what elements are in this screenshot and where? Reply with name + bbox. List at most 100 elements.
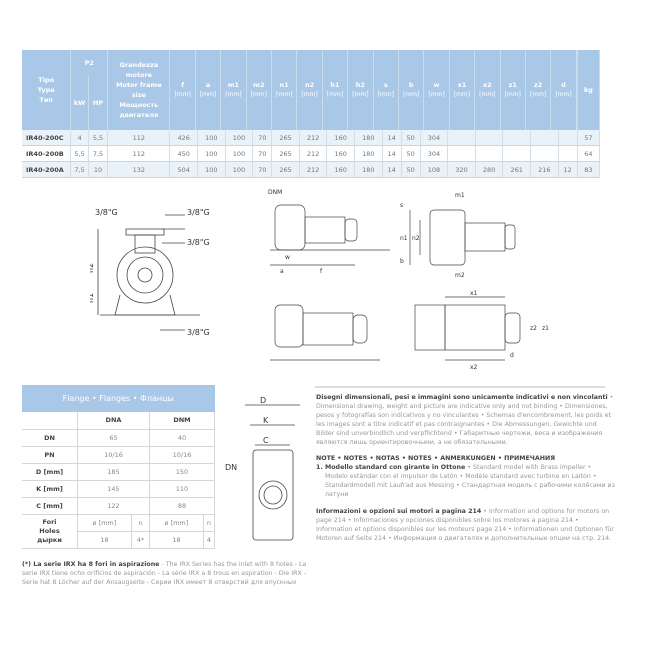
flange-row: K [mm] 145 110 xyxy=(22,480,216,498)
flange-cell: 122 xyxy=(77,497,150,515)
table-cell xyxy=(530,145,559,162)
table-cell: 100 xyxy=(197,130,226,146)
dim-name: d xyxy=(561,81,566,89)
holes-sub: ø [mm] xyxy=(149,514,204,532)
label-m1: m1 xyxy=(455,192,465,199)
side-view-small-motor xyxy=(270,204,390,266)
table-cell: 50 xyxy=(401,145,421,162)
note1-text: • Standard model with Brass impeller • M… xyxy=(325,463,615,498)
table-cell: 265 xyxy=(271,161,300,178)
table-cell: 160 xyxy=(326,145,355,162)
table-cell: 180 xyxy=(354,145,383,162)
holes-en: Holes xyxy=(39,526,60,535)
label-m2: m2 xyxy=(455,272,465,279)
dim-header-a: a [mm] xyxy=(196,50,222,130)
table-cell: 100 xyxy=(225,161,254,178)
table-cell xyxy=(558,145,578,162)
table-cell xyxy=(475,130,504,146)
table-cell: 212 xyxy=(299,161,328,178)
type-ru: Тип xyxy=(39,96,53,104)
top-view-large-motor xyxy=(414,296,521,361)
flange-cell: 145 xyxy=(77,480,150,498)
motors-bold: Informazioni e opzioni sui motori a pagi… xyxy=(316,508,482,516)
flange-row: C [mm] 122 88 xyxy=(22,497,216,515)
flange-cell: 88 xyxy=(149,497,216,515)
dim-name: h2 xyxy=(355,81,365,89)
label-thread-1: 3/8"G xyxy=(95,208,118,217)
dim-name: n1 xyxy=(279,81,289,89)
label-n2: n2 xyxy=(412,235,420,242)
label-h1: h1 xyxy=(90,293,95,303)
motors-text: • Information and options for motors on … xyxy=(316,508,614,543)
table-cell: 426 xyxy=(169,130,199,146)
motor-header-line: size xyxy=(131,91,147,99)
flange-cell: 10/16 xyxy=(77,446,150,464)
dims-header: f [mm] a [mm] m1 [mm] m2 [mm] n1 [mm] n2 [mm] h1 [mm]… xyxy=(169,50,578,130)
table-cell: 7,5 xyxy=(70,161,89,178)
label-s: s xyxy=(400,202,403,209)
holes-it: Fori xyxy=(42,517,57,526)
table-cell: 57 xyxy=(577,130,601,146)
table-cell: 112 xyxy=(107,130,171,146)
dim-header-m1: m1 [mm] xyxy=(221,50,247,130)
divider xyxy=(315,386,605,388)
type-en: Type xyxy=(37,86,55,94)
table-cell: 265 xyxy=(271,130,300,146)
label-x1: x1 xyxy=(470,290,478,297)
holes-sub: ø [mm] xyxy=(77,514,132,532)
flange-row: D [mm] 185 150 xyxy=(22,463,216,481)
dim-name: w xyxy=(433,81,440,89)
label-thread-3: 3/8"G xyxy=(187,238,210,247)
disclaimer-text: • Dimensional drawing, weight and pictur… xyxy=(316,394,614,447)
table-cell: 70 xyxy=(252,130,273,146)
holes-value: 4* xyxy=(131,531,150,549)
dim-name: m1 xyxy=(227,81,240,89)
dim-header-z1: z1 [mm] xyxy=(501,50,526,130)
flange-cell: 10/16 xyxy=(149,446,216,464)
hp-header: HP xyxy=(88,76,109,130)
dim-header-b: b [mm] xyxy=(399,50,425,130)
dim-name: s xyxy=(383,81,388,89)
holes-sub: n xyxy=(203,514,216,532)
flange-row-label: PN xyxy=(22,446,78,464)
dim-header-n1: n1 [mm] xyxy=(272,50,298,130)
dim-header-m2: m2 [mm] xyxy=(247,50,273,130)
flange-drawing: D K C DN xyxy=(225,396,300,541)
table-cell: 280 xyxy=(475,161,504,178)
dim-name: z2 xyxy=(533,81,543,89)
dim-name: n2 xyxy=(305,81,315,89)
motor-header-line: Motor frame xyxy=(116,81,162,89)
table-cell: 64 xyxy=(577,145,601,162)
table-cell: 14 xyxy=(382,145,402,162)
kg-header: kg xyxy=(577,50,601,130)
dim-name: b xyxy=(408,81,414,89)
table-cell: 450 xyxy=(169,145,199,162)
dim-header-f: f [mm] xyxy=(170,50,196,130)
dim-name: a xyxy=(205,81,211,89)
footnote: (*) La serie IRX ha 8 fori in aspirazion… xyxy=(22,560,322,587)
table-cell: 50 xyxy=(401,161,421,178)
label-K: K xyxy=(263,416,269,425)
table-cell xyxy=(447,145,476,162)
dim-unit: [mm] xyxy=(276,91,293,98)
pump-front-view xyxy=(97,214,200,331)
table-cell: 265 xyxy=(271,145,300,162)
pump-dimensions-table: Tipo Type Тип P2 Grandezza motore Motor fr… xyxy=(22,50,601,178)
dim-header-x2: x2 [mm] xyxy=(475,50,501,130)
dimension-drawings: 3/8"G 3/8"G 3/8"G 3/8"G h2 h1 DNM w a f … xyxy=(90,189,549,371)
table-cell: IR40-200C xyxy=(22,130,72,146)
flange-title: Flange • Flanges • Фланцы xyxy=(22,385,215,412)
kw-header: kW xyxy=(70,76,89,130)
flange-cell: 65 xyxy=(77,429,150,447)
label-DN: DN xyxy=(225,463,237,472)
table-cell: 5,5 xyxy=(88,130,109,146)
table-cell: 70 xyxy=(252,161,273,178)
table-cell: 50 xyxy=(401,130,421,146)
label-x2: x2 xyxy=(470,364,478,371)
table-cell: 100 xyxy=(197,161,226,178)
dim-unit: [mm] xyxy=(174,91,191,98)
dim-unit: [mm] xyxy=(479,91,496,98)
dim-unit: [mm] xyxy=(225,91,242,98)
dim-header-n2: n2 [mm] xyxy=(297,50,323,130)
label-thread-2: 3/8"G xyxy=(187,208,210,217)
